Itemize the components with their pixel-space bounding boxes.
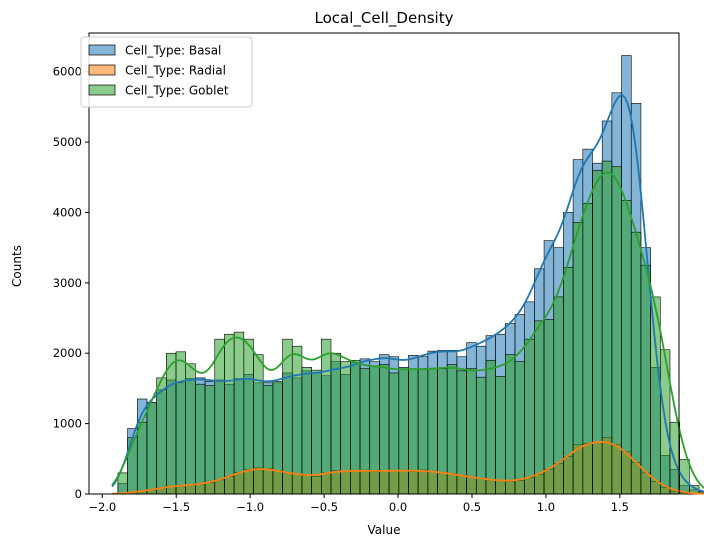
- histogram-bar: [341, 362, 351, 494]
- y-tick-label: 6000: [53, 65, 82, 79]
- x-tick-label: −1.5: [162, 500, 190, 514]
- x-tick-label: −0.5: [310, 500, 338, 514]
- histogram-bar: [399, 369, 409, 494]
- histogram-bar: [389, 373, 399, 494]
- y-tick-label: 4000: [53, 205, 82, 219]
- histogram-bar: [408, 369, 418, 494]
- histogram-bar: [186, 364, 196, 494]
- histogram-bar: [215, 339, 225, 494]
- histogram-bar: [205, 386, 215, 494]
- chart-title: Local_Cell_Density: [315, 9, 454, 28]
- histogram-bar: [467, 369, 477, 494]
- histogram-bar: [573, 222, 583, 494]
- histogram-bar: [137, 422, 147, 494]
- legend-swatch-0: [89, 45, 115, 55]
- histogram-bar: [680, 460, 690, 494]
- histogram-bar: [234, 332, 244, 494]
- histogram-bar: [166, 353, 176, 494]
- histogram-bar: [224, 334, 234, 494]
- legend-label-0: Cell_Type: Basal: [125, 44, 221, 58]
- legend: Cell_Type: Basal Cell_Type: Radial Cell_Ty…: [81, 37, 252, 107]
- histogram-bar: [496, 376, 506, 494]
- x-tick-label: −1.0: [236, 500, 264, 514]
- y-tick-label: 2000: [53, 346, 82, 360]
- legend-swatch-1: [89, 65, 115, 75]
- y-axis-label: Counts: [10, 245, 24, 287]
- histogram-bar: [525, 339, 535, 494]
- histogram-bar: [321, 339, 331, 494]
- histogram-bar: [283, 339, 293, 494]
- y-tick-label: 5000: [53, 135, 82, 149]
- histogram-bar: [370, 366, 380, 494]
- histogram-bar: [505, 355, 515, 494]
- histogram-bar: [176, 352, 186, 494]
- histogram-bar: [515, 362, 525, 494]
- legend-swatch-2: [89, 85, 115, 95]
- histogram-bar: [476, 377, 486, 494]
- histogram-bar: [438, 369, 448, 494]
- histogram-bar: [631, 232, 641, 494]
- y-tick-label: 3000: [53, 276, 82, 290]
- histogram-bar: [195, 384, 205, 494]
- histogram-bar: [428, 369, 438, 494]
- x-tick-label: −2.0: [88, 500, 116, 514]
- histogram-bar: [592, 170, 602, 494]
- histogram-bar: [263, 386, 273, 494]
- histogram-bar: [254, 355, 264, 494]
- histogram-bar: [292, 346, 302, 494]
- x-tick-label: 0.0: [389, 500, 407, 514]
- histogram-bar: [157, 378, 167, 494]
- histogram-bar: [641, 265, 651, 494]
- histogram-bar: [670, 422, 680, 494]
- histogram-bar: [534, 321, 544, 494]
- y-tick-label: 1000: [53, 417, 82, 431]
- histogram-bar: [360, 369, 370, 494]
- x-tick-label: 0.5: [463, 500, 481, 514]
- legend-label-1: Cell_Type: Radial: [125, 64, 226, 78]
- x-axis-label: Value: [368, 523, 401, 537]
- histogram-bar: [147, 403, 157, 494]
- histogram-bar: [379, 364, 389, 494]
- y-tick-label: 0: [75, 487, 82, 501]
- histogram-bar: [350, 360, 360, 494]
- legend-label-2: Cell_Type: Goblet: [125, 84, 229, 98]
- histogram-bar: [563, 267, 573, 494]
- histogram-bar: [273, 381, 283, 494]
- histogram-bar: [418, 369, 428, 494]
- x-tick-label: 1.0: [537, 500, 555, 514]
- histogram-bar: [583, 203, 593, 494]
- x-tick-label: 1.5: [611, 500, 629, 514]
- histogram-bar: [486, 360, 496, 494]
